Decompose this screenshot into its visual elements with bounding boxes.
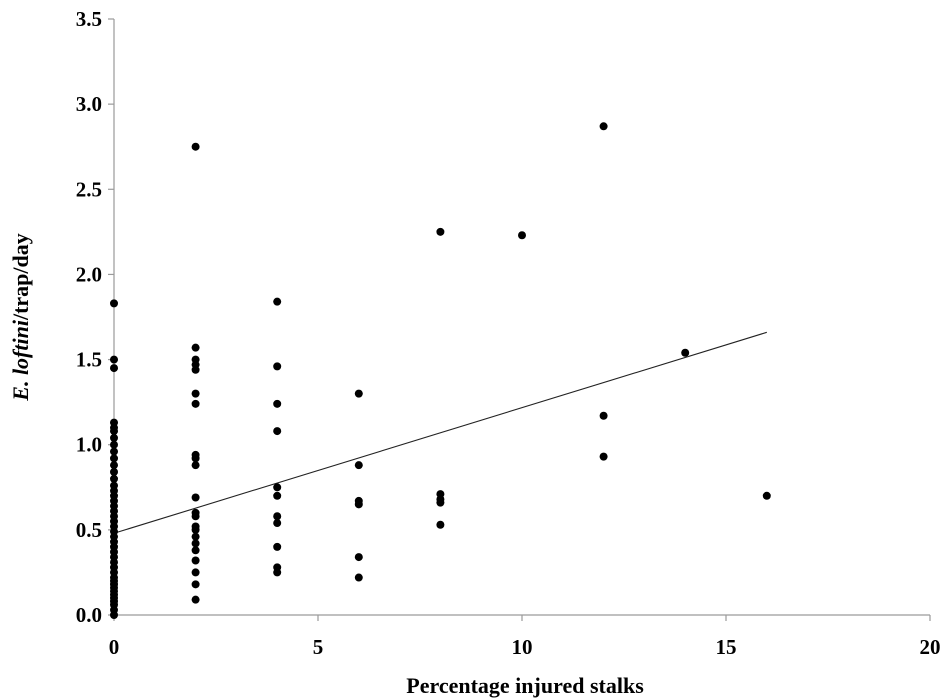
data-point [518,231,526,240]
data-point [191,556,200,565]
y-axis-title-species: E. loftini [8,319,33,402]
data-point [273,563,282,572]
data-point [191,493,200,502]
data-point [191,355,200,364]
data-point [110,481,118,490]
data-point [599,122,608,131]
data-point [354,573,363,582]
data-point [191,546,200,555]
data-point [191,399,200,408]
x-axis-title: Percentage injured stalks [406,673,644,698]
x-tick-label: 5 [313,635,324,659]
y-tick-label: 0.5 [76,518,102,542]
y-axis-title-unit: /trap/day [8,233,33,321]
data-point [110,355,118,364]
data-point [191,568,200,577]
data-point [191,343,200,352]
x-tick-label: 20 [920,635,941,659]
y-axis-title: E. loftini/trap/day [8,233,33,401]
data-point [191,461,200,470]
y-tick-label: 3.5 [76,7,102,31]
tick-labels: 0.0 0.5 1.0 1.5 2.0 2.5 3.0 3.5 0 5 10 15 20 [76,7,941,659]
y-tick-label: 2.0 [76,262,102,286]
x-tick-label: 15 [716,635,737,659]
data-point [273,519,282,528]
data-point [191,580,200,589]
data-point [191,508,200,517]
data-point [354,496,363,505]
data-point [354,389,363,398]
data-point [762,491,771,500]
data-point [110,467,118,476]
data-point [191,595,200,604]
y-tick-label: 1.5 [76,348,102,372]
x-tick-label: 0 [109,635,120,659]
data-point [273,427,282,436]
y-tick-label: 3.0 [76,92,102,116]
y-tick-label: 2.5 [76,177,102,201]
data-point [354,461,363,470]
trend-line [113,331,767,534]
data-point [191,389,200,398]
data-point [273,542,282,551]
data-point [273,483,282,492]
tick-marks [108,18,931,621]
data-point [110,364,118,373]
data-point [436,490,445,499]
data-point [110,299,118,308]
data-point [110,433,118,442]
data-point [599,411,608,420]
data-point [191,522,200,531]
data-point [681,348,690,357]
y-tick-label: 1.0 [76,433,102,457]
data-point [191,539,200,548]
data-point [110,418,118,427]
data-point [273,399,282,408]
data-point [436,520,445,529]
x-tick-label: 10 [512,635,533,659]
y-tick-label: 0.0 [76,603,102,627]
data-point [110,447,118,456]
data-point [273,512,282,521]
data-point [110,474,118,483]
data-point [191,142,200,151]
data-point [191,450,200,459]
data-point [191,532,200,541]
data-point [354,553,363,562]
data-point [273,297,282,306]
data-points [110,122,771,619]
data-point [273,491,282,500]
data-point [599,452,608,461]
data-point [110,461,118,470]
data-point [110,454,118,463]
data-point [436,227,445,236]
data-point [273,362,282,371]
data-point [110,440,118,449]
